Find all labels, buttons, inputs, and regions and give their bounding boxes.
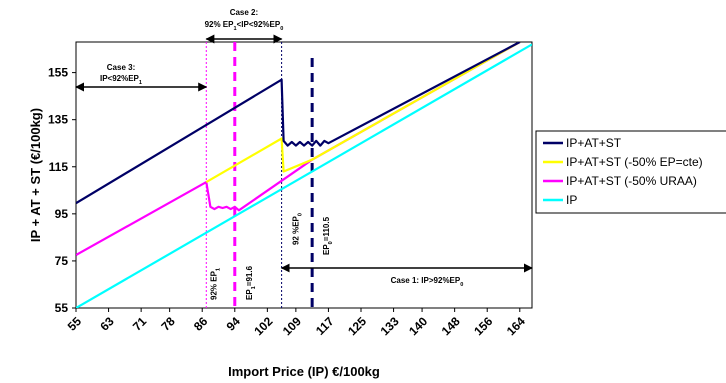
annotations: Case 2: 92% EP1<IP<92%EP0 Case 3: IP<92%EP1… <box>75 8 533 288</box>
y-tick-label: 55 <box>55 301 69 315</box>
y-axis: 55 75 95 115 135 155 <box>48 66 76 315</box>
y-tick-label: 75 <box>55 254 69 268</box>
legend: IP+AT+ST IP+AT+ST (-50% EP=cte) IP+AT+ST (… <box>535 130 726 214</box>
reference-line-label: 92% EP1 <box>209 268 221 300</box>
plot-area <box>75 41 533 309</box>
x-axis: 55 63 71 78 86 94 102 109 117 125 133 140 148 156 164 <box>65 308 528 338</box>
reference-line-label: 92 %EP0 <box>292 213 304 245</box>
x-tick-label: 63 <box>97 314 117 334</box>
x-tick-label: 102 <box>251 314 275 338</box>
y-tick-label: 135 <box>48 113 68 127</box>
series-group <box>76 42 532 308</box>
reference-line-label: EP1=91.6 <box>245 265 257 300</box>
series-line <box>76 42 521 256</box>
annotation-text: Case 2: <box>230 8 258 17</box>
x-tick-label: 125 <box>345 314 369 338</box>
annotation-text: IP<92%EP1 <box>100 74 142 86</box>
x-tick-label: 140 <box>406 314 430 338</box>
y-tick-label: 155 <box>48 66 68 80</box>
x-tick-label: 86 <box>191 314 211 334</box>
x-tick-label: 55 <box>65 314 85 334</box>
x-tick-label: 133 <box>378 314 402 338</box>
legend-label: IP+AT+ST (-50% URAA) <box>566 174 697 188</box>
x-axis-label: Import Price (IP) €/100kg <box>228 364 380 379</box>
y-tick-label: 115 <box>49 160 69 174</box>
x-tick-label: 94 <box>224 314 244 334</box>
x-tick-label: 156 <box>471 314 495 338</box>
x-tick-label: 109 <box>280 314 304 338</box>
legend-label: IP+AT+ST (-50% EP=cte) <box>566 155 703 169</box>
x-tick-label: 148 <box>439 314 463 338</box>
annotation-text: Case 3: <box>107 63 135 72</box>
legend-label: IP+AT+ST <box>566 136 622 150</box>
x-tick-label: 117 <box>313 314 337 338</box>
annotation-text: 92% EP1<IP<92%EP0 <box>205 20 284 32</box>
x-tick-label: 164 <box>504 314 528 338</box>
series-line <box>76 43 532 308</box>
reference-line-label: EP0=110.5 <box>322 216 334 255</box>
x-tick-label: 78 <box>158 314 178 334</box>
x-tick-label: 71 <box>130 314 150 334</box>
legend-frame <box>535 130 726 214</box>
annotation-text: Case 1: IP>92%EP0 <box>391 276 464 288</box>
series-line <box>205 42 521 184</box>
legend-label: IP <box>566 193 577 207</box>
y-axis-label: IP + AT + ST (€/100kg) <box>28 108 43 242</box>
y-tick-label: 95 <box>55 207 69 221</box>
series-line <box>76 42 521 205</box>
